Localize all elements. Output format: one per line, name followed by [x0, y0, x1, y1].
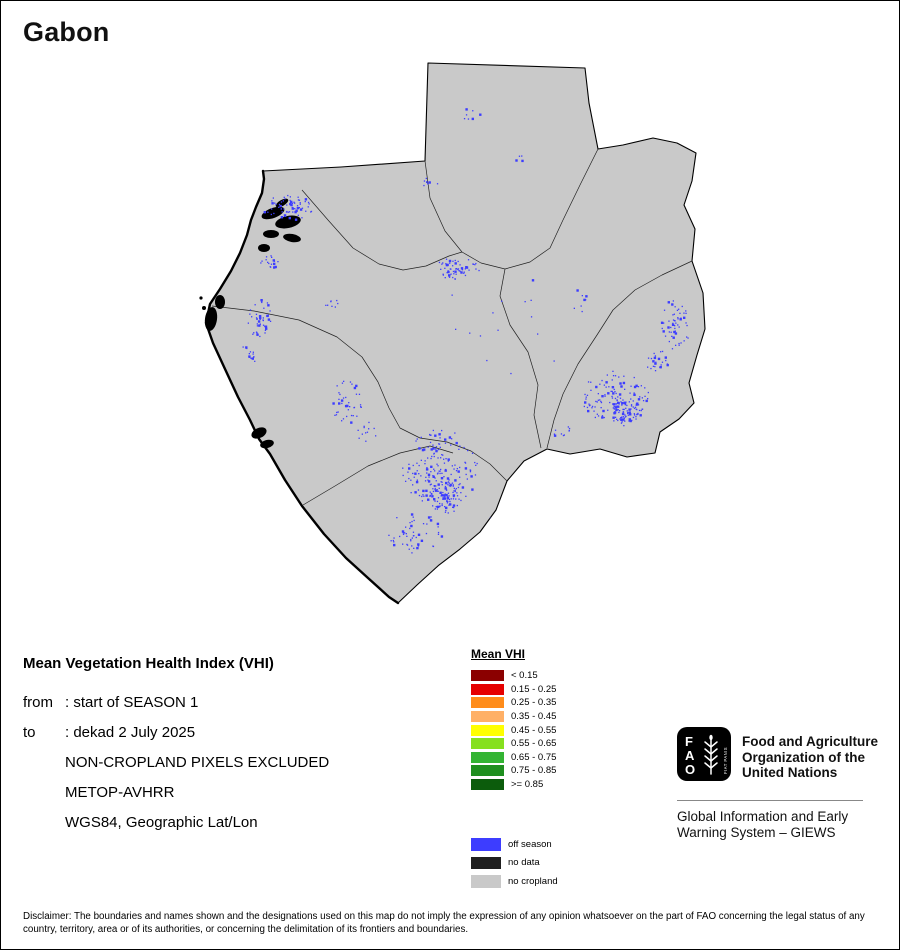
legend-label: 0.15 - 0.25: [511, 683, 557, 695]
info-line-value: METOP-AVHRR: [65, 784, 175, 801]
info-line-label: from: [23, 694, 53, 711]
fao-logo: F A O FIAT PANIS: [677, 727, 731, 781]
map-info-block: Mean Vegetation Health Index (VHI) from …: [23, 655, 329, 838]
coastal-features: [199, 198, 301, 449]
legend-row: 0.45 - 0.55: [471, 723, 556, 737]
giews-label: Global Information and Early Warning Sys…: [677, 809, 849, 841]
fao-letter-o: O: [685, 762, 695, 777]
fiat-panis-label: FIAT PANIS: [723, 747, 728, 774]
info-line: NON-CROPLAND PIXELS EXCLUDED: [23, 748, 329, 778]
legend-row: < 0.15: [471, 669, 556, 683]
legend-row: off season: [471, 835, 558, 854]
disclaimer-text: Disclaimer: The boundaries and names sho…: [23, 911, 865, 935]
info-line: to : dekad 2 July 2025: [23, 718, 329, 748]
legend-row: 0.15 - 0.25: [471, 683, 556, 697]
info-line-value: : start of SEASON 1: [65, 694, 199, 711]
coastal-blob: [263, 230, 279, 238]
coastal-blob: [275, 198, 289, 208]
legend-extra-rows: off season no data no cropland: [471, 835, 558, 891]
legend-row: 0.55 - 0.65: [471, 737, 556, 751]
legend-label: 0.75 - 0.85: [511, 765, 557, 777]
info-line-value: NON-CROPLAND PIXELS EXCLUDED: [65, 754, 330, 771]
coastal-island: [199, 296, 203, 300]
info-line: from : start of SEASON 1: [23, 688, 329, 718]
wheat-grain-icon: [709, 734, 713, 741]
info-line-label: to: [23, 724, 36, 741]
fao-letter-a: A: [685, 748, 695, 763]
coastal-blob: [261, 206, 285, 220]
vhi-legend: Mean VHI < 0.15 0.15 - 0.25 0.25 - 0.35: [471, 647, 556, 791]
legend-row: no cropland: [471, 872, 558, 891]
info-line: METOP-AVHRR: [23, 778, 329, 808]
info-heading: Mean Vegetation Health Index (VHI): [23, 655, 274, 672]
legend-label: 0.45 - 0.55: [511, 724, 557, 736]
coastline: [204, 169, 400, 605]
vhi-legend-rows: < 0.15 0.15 - 0.25 0.25 - 0.35 0.35 - 0.…: [471, 669, 556, 791]
info-line-value: : dekad 2 July 2025: [65, 724, 196, 741]
legend-color-swatch: [471, 838, 501, 851]
info-line-value: WGS84, Geographic Lat/Lon: [65, 814, 258, 831]
legend-label: < 0.15: [511, 670, 538, 682]
fao-letter-f: F: [685, 734, 693, 749]
legend-label: off season: [508, 838, 552, 850]
legend-row: >= 0.85: [471, 778, 556, 792]
legend-color-swatch: [471, 711, 504, 723]
legend-title: Mean VHI: [471, 647, 526, 661]
legend-row: 0.25 - 0.35: [471, 696, 556, 710]
legend-row: 0.65 - 0.75: [471, 751, 556, 765]
legend-color-swatch: [471, 683, 504, 695]
coastal-blob: [283, 233, 301, 243]
legend-label: 0.35 - 0.45: [511, 711, 557, 723]
wheat-ear-icon: [704, 739, 718, 775]
legend-label: no data: [508, 857, 540, 869]
legend-color-swatch: [471, 875, 501, 888]
legend-label: 0.55 - 0.65: [511, 738, 557, 750]
legend-color-swatch: [471, 765, 504, 777]
legend-label: >= 0.85: [511, 779, 544, 791]
legend-color-swatch: [471, 738, 504, 750]
legend-color-swatch: [471, 779, 504, 791]
legend-label: 0.65 - 0.75: [511, 751, 557, 763]
fao-logo-background: [677, 727, 731, 781]
footer-divider: [677, 800, 863, 801]
province-boundaries: [211, 148, 693, 506]
coastal-blob: [215, 295, 225, 309]
coastal-blob: [204, 307, 218, 331]
legend-color-swatch: [471, 751, 504, 763]
legend-row: no data: [471, 854, 558, 873]
info-line: WGS84, Geographic Lat/Lon: [23, 808, 329, 838]
legend-color-swatch: [471, 724, 504, 736]
coastal-blob: [275, 215, 301, 229]
coastal-blob: [258, 244, 270, 252]
coastal-blob: [260, 439, 274, 449]
legend-label: no cropland: [508, 875, 558, 887]
fao-organization-name: Food and Agriculture Organization of the…: [742, 734, 878, 781]
legend-color-swatch: [471, 697, 504, 709]
legend-label: 0.25 - 0.35: [511, 697, 557, 709]
page-title: Gabon: [23, 17, 110, 47]
legend-color-swatch: [471, 670, 504, 682]
coastal-blob: [251, 427, 267, 439]
info-line-label: [23, 748, 65, 778]
coastal-island: [202, 306, 206, 310]
info-line-label: [23, 808, 65, 838]
info-line-label: [23, 778, 65, 808]
legend-color-swatch: [471, 856, 501, 869]
legend-row: 0.35 - 0.45: [471, 710, 556, 724]
info-lines: from : start of SEASON 1 to : dekad 2 Ju…: [23, 688, 329, 838]
gabon-landmass: [205, 62, 706, 604]
legend-row: 0.75 - 0.85: [471, 764, 556, 778]
